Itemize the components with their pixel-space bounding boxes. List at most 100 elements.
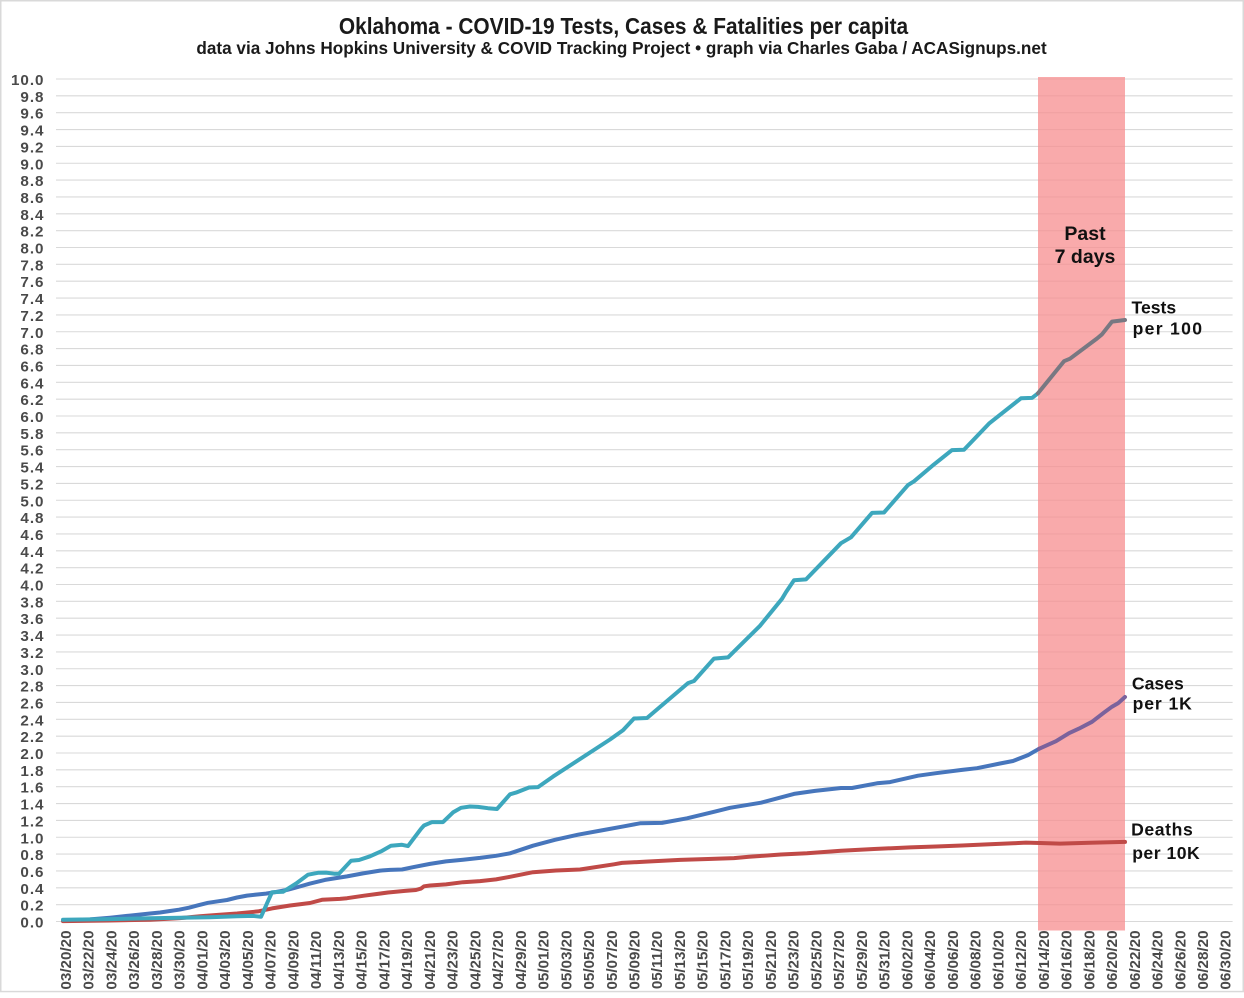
svg-text:05/27/20: 05/27/20 (831, 930, 848, 989)
svg-text:6.0: 6.0 (20, 409, 44, 426)
svg-text:06/28/20: 06/28/20 (1195, 930, 1212, 989)
svg-text:0.2: 0.2 (20, 898, 44, 915)
svg-text:Deaths: Deaths (1131, 819, 1193, 839)
svg-text:06/02/20: 06/02/20 (899, 930, 916, 989)
svg-text:06/16/20: 06/16/20 (1059, 930, 1076, 989)
svg-text:5.0: 5.0 (20, 493, 44, 510)
svg-text:4.8: 4.8 (20, 510, 44, 527)
svg-text:05/11/20: 05/11/20 (649, 931, 666, 989)
svg-text:4.4: 4.4 (20, 544, 44, 561)
svg-text:0.4: 0.4 (20, 881, 44, 898)
svg-text:04/13/20: 04/13/20 (331, 930, 348, 989)
svg-text:7.4: 7.4 (20, 291, 44, 308)
svg-text:1.2: 1.2 (20, 813, 44, 830)
svg-text:7 days: 7 days (1055, 246, 1116, 268)
svg-text:4.0: 4.0 (20, 578, 44, 595)
svg-text:3.4: 3.4 (20, 628, 44, 645)
svg-text:04/27/20: 04/27/20 (490, 930, 507, 989)
svg-text:1.8: 1.8 (20, 763, 44, 780)
svg-text:3.6: 3.6 (20, 611, 44, 628)
svg-text:05/09/20: 05/09/20 (627, 930, 644, 989)
svg-text:1.0: 1.0 (20, 830, 44, 847)
svg-text:05/13/20: 05/13/20 (672, 930, 689, 989)
svg-text:6.8: 6.8 (20, 342, 44, 359)
svg-text:05/01/20: 05/01/20 (536, 930, 553, 989)
svg-text:06/12/20: 06/12/20 (1013, 930, 1030, 989)
svg-text:05/21/20: 05/21/20 (763, 930, 780, 989)
svg-text:03/28/20: 03/28/20 (149, 930, 166, 989)
svg-text:9.4: 9.4 (20, 123, 44, 140)
svg-text:per 100: per 100 (1133, 318, 1204, 338)
svg-text:4.2: 4.2 (20, 561, 44, 578)
svg-text:06/26/20: 06/26/20 (1172, 930, 1189, 989)
svg-text:1.4: 1.4 (20, 797, 44, 814)
svg-text:06/20/20: 06/20/20 (1104, 930, 1121, 989)
svg-text:03/20/20: 03/20/20 (58, 930, 75, 989)
svg-text:8.6: 8.6 (20, 190, 44, 207)
svg-text:2.8: 2.8 (20, 679, 44, 696)
svg-text:03/24/20: 03/24/20 (104, 930, 121, 989)
svg-text:03/22/20: 03/22/20 (81, 930, 98, 989)
svg-text:6.4: 6.4 (20, 375, 44, 392)
svg-text:04/07/20: 04/07/20 (263, 930, 280, 989)
svg-text:per 1K: per 1K (1133, 694, 1193, 714)
svg-text:7.6: 7.6 (20, 274, 44, 291)
svg-text:2.4: 2.4 (20, 712, 44, 729)
svg-text:2.0: 2.0 (20, 746, 44, 763)
svg-text:05/07/20: 05/07/20 (604, 930, 621, 989)
svg-text:05/15/20: 05/15/20 (695, 930, 712, 989)
svg-text:6.6: 6.6 (20, 358, 44, 375)
svg-text:Past: Past (1064, 223, 1106, 245)
svg-text:06/18/20: 06/18/20 (1081, 930, 1098, 989)
svg-text:04/25/20: 04/25/20 (467, 930, 484, 989)
svg-text:5.8: 5.8 (20, 426, 44, 443)
svg-text:7.0: 7.0 (20, 325, 44, 342)
svg-text:05/19/20: 05/19/20 (740, 930, 757, 989)
svg-text:04/17/20: 04/17/20 (376, 930, 393, 989)
svg-text:04/21/20: 04/21/20 (422, 930, 439, 989)
svg-text:04/15/20: 04/15/20 (354, 930, 371, 989)
svg-text:05/31/20: 05/31/20 (877, 930, 894, 989)
svg-text:04/05/20: 04/05/20 (240, 930, 257, 989)
svg-text:4.6: 4.6 (20, 527, 44, 544)
svg-text:8.2: 8.2 (20, 224, 44, 241)
svg-text:04/03/20: 04/03/20 (217, 930, 234, 989)
svg-text:0.0: 0.0 (20, 915, 44, 932)
svg-text:05/29/20: 05/29/20 (854, 930, 871, 989)
svg-text:04/29/20: 04/29/20 (513, 930, 530, 989)
svg-text:06/04/20: 06/04/20 (922, 930, 939, 989)
svg-text:5.2: 5.2 (20, 476, 44, 493)
svg-text:7.2: 7.2 (20, 308, 44, 325)
svg-text:8.0: 8.0 (20, 241, 44, 258)
svg-text:05/23/20: 05/23/20 (786, 930, 803, 989)
svg-text:06/10/20: 06/10/20 (990, 930, 1007, 989)
svg-text:9.2: 9.2 (20, 139, 44, 156)
svg-text:04/09/20: 04/09/20 (285, 930, 302, 989)
svg-text:10.0: 10.0 (11, 72, 45, 89)
svg-text:03/26/20: 03/26/20 (126, 930, 143, 989)
svg-text:06/08/20: 06/08/20 (968, 930, 985, 989)
svg-text:2.2: 2.2 (20, 729, 44, 746)
svg-text:0.6: 0.6 (20, 864, 44, 881)
svg-text:06/06/20: 06/06/20 (945, 930, 962, 989)
svg-text:06/30/20: 06/30/20 (1218, 930, 1235, 989)
svg-text:3.2: 3.2 (20, 645, 44, 662)
svg-text:04/11/20: 04/11/20 (308, 931, 325, 989)
svg-text:9.6: 9.6 (20, 106, 44, 123)
svg-text:6.2: 6.2 (20, 392, 44, 409)
svg-text:3.8: 3.8 (20, 594, 44, 611)
svg-text:Cases: Cases (1132, 673, 1184, 693)
svg-text:5.6: 5.6 (20, 443, 44, 460)
svg-text:8.8: 8.8 (20, 173, 44, 190)
svg-text:03/30/20: 03/30/20 (172, 930, 189, 989)
svg-text:06/22/20: 06/22/20 (1127, 930, 1144, 989)
svg-text:06/14/20: 06/14/20 (1036, 930, 1053, 989)
svg-text:8.4: 8.4 (20, 207, 44, 224)
svg-text:9.0: 9.0 (20, 156, 44, 173)
svg-text:05/03/20: 05/03/20 (558, 930, 575, 989)
svg-text:Tests: Tests (1132, 298, 1177, 318)
svg-text:04/19/20: 04/19/20 (399, 930, 416, 989)
svg-text:7.8: 7.8 (20, 257, 44, 274)
svg-text:Oklahoma - COVID-19 Tests, Cas: Oklahoma - COVID-19 Tests, Cases & Fatal… (339, 13, 909, 39)
svg-text:05/17/20: 05/17/20 (718, 930, 735, 989)
